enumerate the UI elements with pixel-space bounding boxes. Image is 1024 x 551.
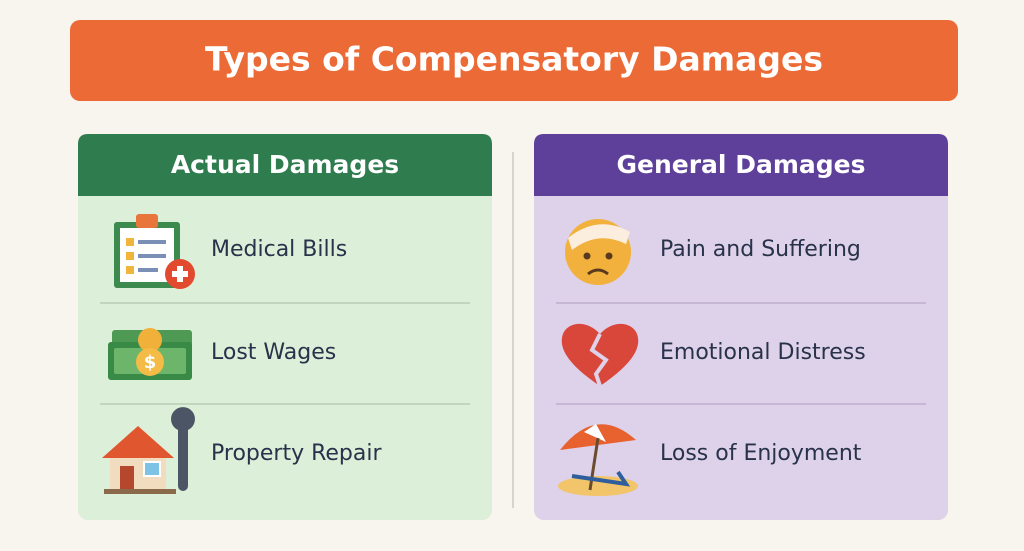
panel-title: General Damages [617,150,866,179]
panel [534,134,948,520]
item-label: Medical Bills [211,237,347,262]
clipboard-icon [114,214,195,289]
item-label: Property Repair [211,441,382,466]
title-banner [70,20,958,101]
money-icon: $ [108,328,192,380]
broken-heart-icon [561,323,639,387]
item-label: Loss of Enjoyment [660,441,862,466]
svg-text:$: $ [144,352,157,373]
panel-title: Actual Damages [171,150,399,179]
beach-icon [558,424,638,496]
panel-header [78,134,492,196]
title: Types of Compensatory Damages [205,40,823,79]
panel-header [534,134,948,196]
item-label: Emotional Distress [660,340,866,365]
item-label: Pain and Suffering [660,237,861,262]
item-label: Lost Wages [211,340,336,365]
sad-face-icon [565,219,631,285]
house-icon [102,407,195,494]
